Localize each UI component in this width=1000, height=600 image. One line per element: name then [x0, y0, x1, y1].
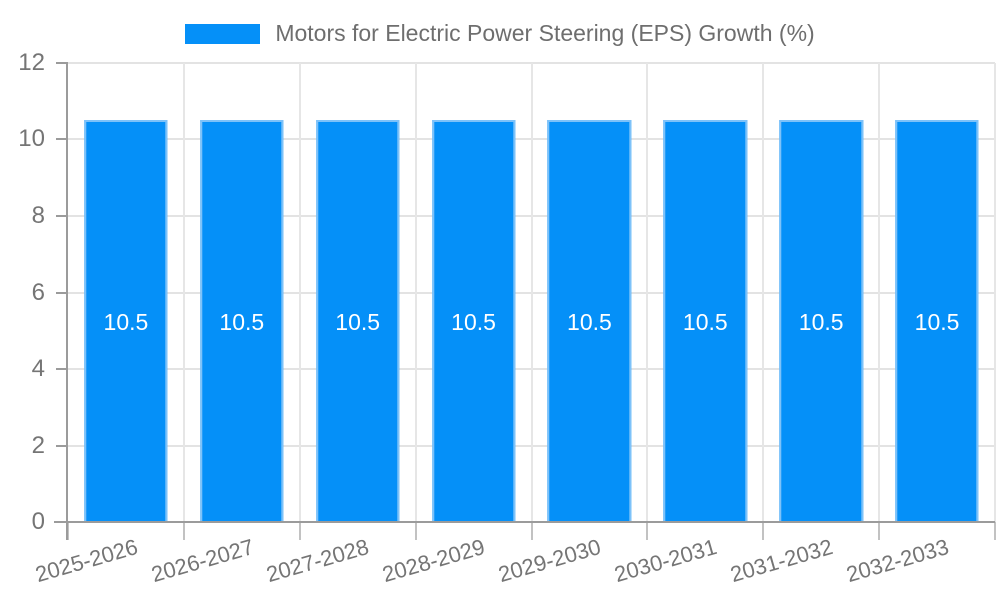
bar[interactable]: 10.5 [895, 120, 979, 522]
x-axis-tick [414, 522, 417, 540]
x-axis-tick-label: 2031-2032 [727, 534, 836, 588]
bar-value-label: 10.5 [567, 308, 612, 335]
x-axis-tick-label: 2028-2029 [379, 534, 488, 588]
y-axis-labels: 0 2 4 6 8 10 12 [0, 51, 48, 534]
gridline-vertical [530, 63, 533, 522]
gridline-vertical [414, 63, 417, 522]
gridline-vertical [762, 63, 765, 522]
gridline-vertical [878, 63, 881, 522]
bar[interactable]: 10.5 [431, 120, 516, 522]
legend-item[interactable]: Motors for Electric Power Steering (EPS)… [185, 20, 815, 47]
y-axis-tick [56, 214, 68, 217]
bar-value-label: 10.5 [798, 308, 844, 335]
y-axis-tick-label: 2 [31, 431, 45, 459]
y-axis-tick [56, 444, 68, 447]
bar-value-label: 10.5 [219, 308, 265, 335]
bar-value-label: 10.5 [682, 308, 728, 335]
gridline-vertical [298, 63, 301, 522]
x-axis-tick [182, 522, 185, 540]
bar-slot: 10.5 [300, 63, 416, 522]
x-axis-tick-label: 2027-2028 [263, 534, 373, 588]
bar-slot: 10.5 [763, 63, 879, 522]
bar-slot: 10.5 [532, 63, 648, 522]
x-axis-line [54, 521, 995, 523]
gridlines [68, 62, 996, 522]
bar[interactable]: 10.5 [200, 120, 284, 522]
x-axis-tick-label: 2030-2031 [611, 534, 720, 588]
x-axis-labels: 2025-2026 2026-2027 2027-2028 2028-2029 2029… [32, 522, 995, 600]
y-axis-tick-label: 12 [18, 49, 45, 76]
x-axis-ticks [67, 522, 996, 540]
gridline-vertical [646, 63, 649, 522]
plot-area: 10.5 10.5 10.5 10.5 10.5 10.5 10.5 10.5 [54, 62, 996, 540]
bar[interactable]: 10.5 [663, 120, 748, 522]
y-axis-tick-label: 10 [18, 125, 45, 153]
x-axis-tick [67, 522, 69, 540]
bar[interactable]: 10.5 [315, 120, 400, 522]
y-axis-tick-label: 0 [31, 508, 45, 535]
x-axis-tick [530, 522, 533, 540]
legend-swatch-icon [185, 23, 261, 44]
legend: Motors for Electric Power Steering (EPS)… [0, 20, 1000, 47]
bar-value-label: 10.5 [451, 308, 496, 335]
y-axis-tick-label: 6 [31, 278, 45, 306]
x-axis-tick-label: 2025-2026 [32, 534, 141, 588]
bar-value-label: 10.5 [914, 308, 960, 335]
x-axis-tick [762, 522, 765, 540]
bar-slot: 10.5 [416, 63, 532, 522]
x-axis-tick-label: 2026-2027 [148, 534, 257, 588]
y-axis-tick [56, 138, 68, 141]
legend-label: Motors for Electric Power Steering (EPS)… [275, 20, 815, 46]
y-axis-line [66, 63, 68, 540]
x-axis-tick-label: 2032-2033 [843, 534, 952, 588]
x-axis-tick-label: 2029-2030 [495, 534, 604, 588]
bar-slot: 10.5 [647, 63, 763, 522]
bar[interactable]: 10.5 [84, 120, 168, 522]
y-axis-tick-label: 4 [31, 354, 45, 382]
y-axis-tick [56, 291, 68, 294]
bar-slot: 10.5 [184, 63, 300, 522]
gridline-vertical [182, 63, 185, 522]
y-axis-tick-label: 8 [31, 201, 45, 229]
x-axis-tick [646, 522, 649, 540]
bar[interactable]: 10.5 [547, 120, 632, 522]
bar-value-label: 10.5 [335, 308, 381, 335]
x-axis-tick [994, 522, 996, 540]
x-axis-tick [878, 522, 881, 540]
gridline-vertical [994, 63, 996, 522]
x-axis-tick [298, 522, 301, 540]
bar[interactable]: 10.5 [779, 120, 863, 522]
bar-slot: 10.5 [68, 63, 184, 522]
bar-value-label: 10.5 [103, 308, 149, 335]
bar-series: 10.5 10.5 10.5 10.5 10.5 10.5 10.5 10.5 [68, 63, 995, 522]
bar-slot: 10.5 [879, 63, 995, 522]
y-axis-tick [56, 367, 68, 370]
y-axis-tick [56, 62, 68, 64]
